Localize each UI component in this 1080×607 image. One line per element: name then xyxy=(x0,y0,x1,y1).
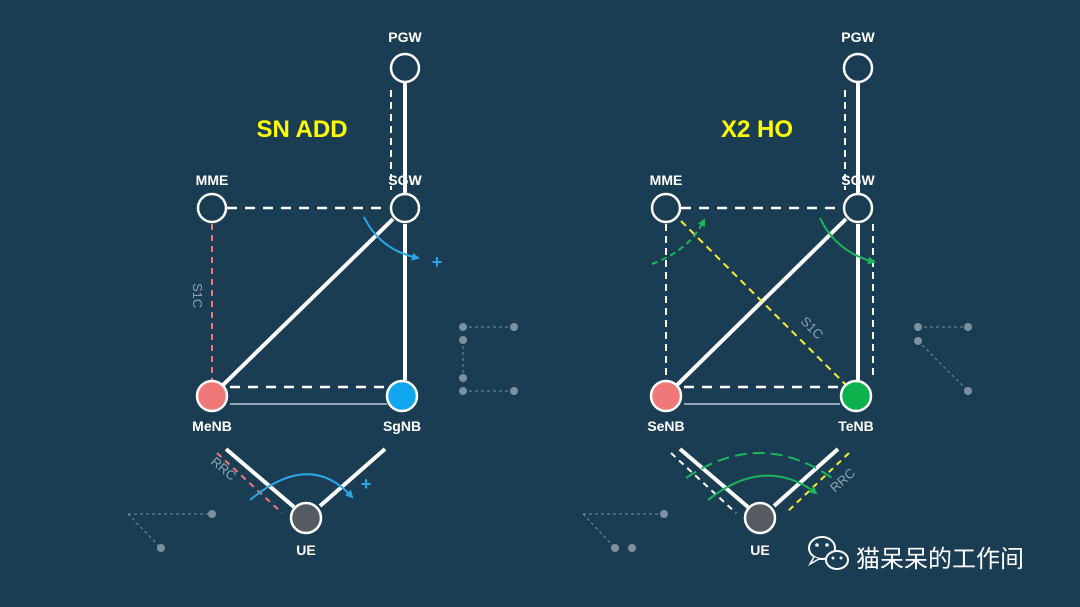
sgw-menb-link xyxy=(221,217,395,387)
sgnb-ue-link xyxy=(318,447,387,508)
rrc-link xyxy=(216,452,283,514)
plus-sign-ue: + xyxy=(361,474,372,494)
decorative-lines-right xyxy=(582,323,972,552)
sgw-label: SGW xyxy=(388,172,422,188)
sgnb-label: SgNB xyxy=(383,418,421,434)
ue-node xyxy=(289,501,323,535)
ue-add-arrow xyxy=(249,473,354,501)
right-title: X2 HO xyxy=(721,116,793,143)
pgw-node-r xyxy=(842,52,874,84)
watermark-text: 猫呆呆的工作间 xyxy=(856,545,1024,573)
sgnb-node xyxy=(385,379,419,413)
wechat-icon xyxy=(808,536,849,570)
mme-label: MME xyxy=(196,172,229,188)
s1c-link-r xyxy=(680,220,847,386)
ue-node-r xyxy=(743,501,777,535)
handover-arrow-lower xyxy=(707,474,818,501)
tenb-ue-link xyxy=(772,447,840,508)
ue-label: UE xyxy=(296,542,315,558)
sgw-node xyxy=(389,192,421,224)
tenb-node xyxy=(839,379,873,413)
s1c-label-r: S1C xyxy=(798,314,826,342)
senb-node xyxy=(649,379,683,413)
decorative-lines-left xyxy=(127,323,518,552)
tenb-rrc-link xyxy=(785,452,850,514)
senb-label: SeNB xyxy=(647,418,684,434)
tenb-label: TeNB xyxy=(838,418,874,434)
path-switch-arrow xyxy=(363,216,420,261)
handover-arrow-upper xyxy=(685,452,833,479)
plus-sign-sgw: + xyxy=(432,252,443,272)
mme-switch-arrow xyxy=(651,218,706,265)
sgw-switch-arrow xyxy=(819,217,876,265)
sgw-label-r: SGW xyxy=(841,172,875,188)
menb-node xyxy=(195,379,229,413)
senb-rrc-link xyxy=(670,452,737,514)
left-title: SN ADD xyxy=(256,116,347,143)
pgw-label-r: PGW xyxy=(841,29,875,45)
sgw-node-r xyxy=(842,192,874,224)
senb-ue-link xyxy=(678,447,750,509)
mme-node-r xyxy=(650,192,682,224)
pgw-label: PGW xyxy=(388,29,422,45)
pgw-node xyxy=(389,52,421,84)
left-diagram: SN ADD S1C RRC + + PGW SGW MME MeNB xyxy=(190,29,442,558)
menb-ue-link xyxy=(224,447,296,509)
right-diagram: X2 HO S1C RRC PGW SGW MME SeNB xyxy=(647,29,876,558)
watermark: 猫呆呆的工作间 xyxy=(808,536,1024,573)
ue-label-r: UE xyxy=(750,542,769,558)
s1c-label: S1C xyxy=(190,283,205,308)
mme-node xyxy=(196,192,228,224)
mme-label-r: MME xyxy=(650,172,683,188)
menb-label: MeNB xyxy=(192,418,232,434)
